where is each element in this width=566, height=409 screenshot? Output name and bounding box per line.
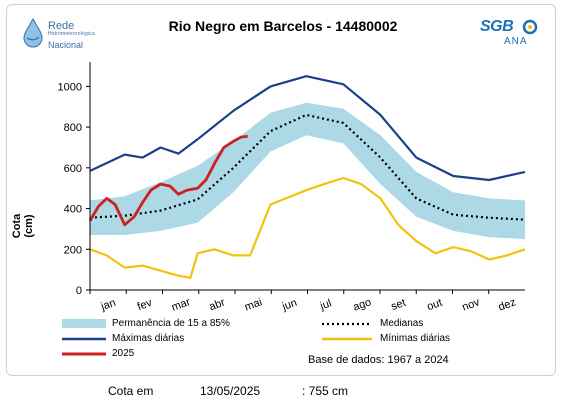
y-tick-label: 600: [64, 163, 82, 175]
series-line-m-nimas-di-rias: [89, 176, 526, 279]
data-base-note: Base de dados: 1967 a 2024: [308, 354, 449, 366]
x-tick-label-set: set: [390, 297, 408, 313]
x-tick-label-mar: mar: [170, 296, 192, 314]
y-tick-label: 0: [76, 285, 82, 297]
x-tick-label-nov: nov: [461, 296, 482, 314]
y-tick-label: 400: [64, 204, 82, 216]
x-tick-label-out: out: [425, 297, 443, 314]
x-tick-label-dez: dez: [497, 296, 518, 313]
rhn-logo: Rede Hidrometeorológica Nacional: [22, 16, 112, 56]
series-line-2025: [88, 134, 248, 227]
series-band-permanencia: [90, 102, 525, 240]
ana-logo-text: ANA: [504, 36, 528, 47]
x-tick-label-jan: jan: [99, 297, 118, 314]
chart-frame: [6, 4, 556, 376]
y-tick-label: 200: [64, 244, 82, 256]
legend-max-label: Máximas diárias: [112, 333, 185, 344]
x-tick-label-fev: fev: [136, 297, 154, 313]
logo-text-line2: Hidrometeorológica: [48, 31, 95, 37]
series-line-m-ximas-di-rias: [89, 75, 526, 182]
footer-label: Cota em: [108, 384, 154, 398]
logo-text-line1: Rede: [48, 20, 75, 32]
sgb-ana-logo: SGB ANA: [478, 18, 542, 52]
x-tick-label-mai: mai: [243, 296, 264, 313]
legend-min-label: Mínimas diárias: [380, 333, 451, 344]
sgb-logo-text: SGB: [480, 18, 514, 35]
legend-2025-label: 2025: [112, 348, 135, 359]
y-tick-label: 800: [64, 122, 82, 134]
series-line-medianas: [89, 113, 526, 221]
logo-text-line3: Nacional: [48, 40, 84, 50]
x-tick-label-jul: jul: [318, 297, 333, 312]
swirl-icon: [522, 19, 538, 35]
chart-title: Rio Negro em Barcelos - 14480002: [168, 18, 398, 34]
x-tick-label-jun: jun: [280, 297, 299, 314]
legend-band-label: Permanência de 15 a 85%: [112, 318, 230, 329]
legend-median-label: Medianas: [380, 318, 424, 329]
y-tick-label: 1000: [58, 81, 82, 93]
footer-value: : 755 cm: [302, 384, 349, 398]
x-tick-label-abr: abr: [208, 296, 227, 313]
water-drop-icon: [23, 18, 43, 48]
footer-date: 13/05/2025: [200, 384, 261, 398]
x-tick-label-ago: ago: [352, 296, 373, 314]
